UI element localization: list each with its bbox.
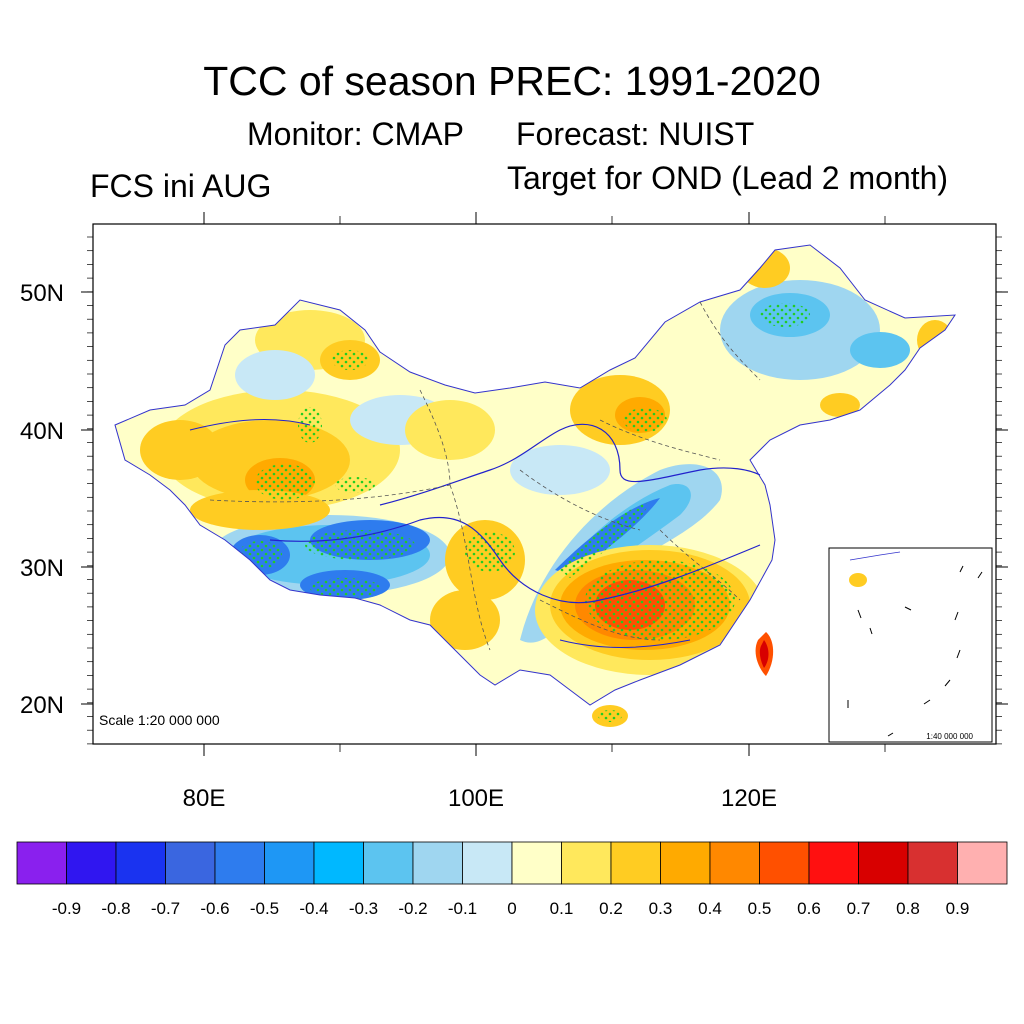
colorbar-label: -0.7 — [151, 899, 180, 918]
lat-label: 40N — [20, 418, 64, 445]
colorbar-swatch — [214, 841, 265, 885]
colorbar-label: 0.1 — [550, 899, 574, 918]
colorbar-swatch — [660, 841, 711, 885]
colorbar-label: 0.8 — [896, 899, 920, 918]
colorbar-swatch — [511, 841, 562, 885]
colorbar-label: 0.9 — [946, 899, 970, 918]
lon-label: 80E — [183, 785, 226, 812]
pearl-river — [559, 639, 691, 648]
map-scale: Scale 1:20 000 000 — [99, 712, 220, 728]
colorbar-swatch — [462, 841, 513, 885]
colorbar-swatch — [16, 841, 67, 885]
tarim-river — [189, 419, 311, 431]
yellow-river — [379, 423, 761, 506]
colorbar-label: -0.6 — [200, 899, 229, 918]
colorbar-swatch — [412, 841, 463, 885]
china-border — [114, 244, 956, 706]
subtitle-monitor: Monitor: CMAP — [247, 116, 464, 152]
colorbar-swatch — [561, 841, 612, 885]
colorbar-swatch — [363, 841, 414, 885]
colorbar-label: -0.3 — [349, 899, 378, 918]
south-china-sea-inset: 1:40 000 000 — [828, 547, 993, 743]
colorbar-swatch — [610, 841, 661, 885]
colorbar-label: -0.4 — [299, 899, 328, 918]
colorbar-label: -0.1 — [448, 899, 477, 918]
colorbar-swatch — [907, 841, 958, 885]
map-title: TCC of season PREC: 1991-2020 — [203, 58, 821, 104]
colorbar-label: -0.9 — [52, 899, 81, 918]
colorbar-swatch — [957, 841, 1008, 885]
colorbar-label: -0.5 — [250, 899, 279, 918]
lat-label: 20N — [20, 692, 64, 719]
colorbar: -0.9 -0.8 -0.7 -0.6 -0.5 -0.4 -0.3 -0.2 -0.1 0 0.1… — [16, 841, 1008, 918]
right-string: Target for OND (Lead 2 month) — [507, 160, 949, 196]
map-axes: 50N 40N 30N 20N 80E 100E 120E — [20, 212, 1008, 812]
colorbar-label: 0.5 — [748, 899, 772, 918]
colorbar-swatch — [709, 841, 760, 885]
province-borders — [209, 301, 761, 651]
colorbar-label: 0.3 — [649, 899, 673, 918]
subtitle-forecast: Forecast: NUIST — [516, 116, 755, 152]
colorbar-label: -0.2 — [398, 899, 427, 918]
colorbar-swatch — [66, 841, 117, 885]
colorbar-swatch — [264, 841, 315, 885]
lat-label: 30N — [20, 555, 64, 582]
colorbar-swatch — [313, 841, 364, 885]
colorbar-label: 0.4 — [698, 899, 722, 918]
lon-label: 100E — [448, 785, 504, 812]
colorbar-swatch — [858, 841, 909, 885]
yangtze-river — [269, 516, 761, 604]
colorbar-swatch — [115, 841, 166, 885]
colorbar-label: 0.2 — [599, 899, 623, 918]
left-string: FCS ini AUG — [90, 168, 272, 204]
colorbar-label: 0 — [507, 899, 516, 918]
inset-scale: 1:40 000 000 — [926, 732, 973, 741]
colorbar-label: 0.6 — [797, 899, 821, 918]
lon-label: 120E — [721, 785, 777, 812]
lat-label: 50N — [20, 280, 64, 307]
colorbar-swatch — [808, 841, 859, 885]
colorbar-label: 0.7 — [847, 899, 871, 918]
colorbar-swatch — [165, 841, 216, 885]
colorbar-label: -0.8 — [101, 899, 130, 918]
colorbar-swatch — [759, 841, 810, 885]
